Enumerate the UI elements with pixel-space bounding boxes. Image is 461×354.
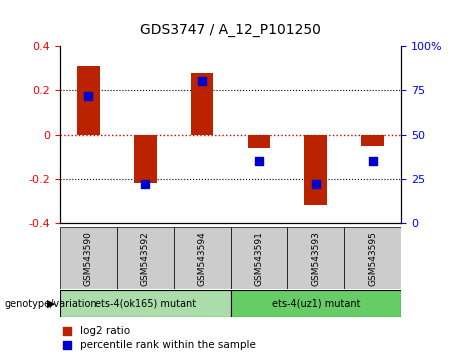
FancyBboxPatch shape	[117, 227, 174, 289]
Text: GSM543593: GSM543593	[311, 232, 320, 286]
FancyBboxPatch shape	[230, 227, 287, 289]
Bar	[134, 135, 157, 183]
Bar	[77, 66, 100, 135]
Point	[369, 158, 376, 164]
Text: ▶: ▶	[47, 298, 55, 309]
Point	[142, 181, 149, 187]
Point	[85, 93, 92, 98]
Text: genotype/variation: genotype/variation	[5, 298, 97, 309]
FancyBboxPatch shape	[60, 290, 230, 317]
Bar	[248, 135, 270, 148]
Text: log2 ratio: log2 ratio	[80, 326, 130, 336]
Text: ets-4(uz1) mutant: ets-4(uz1) mutant	[272, 298, 360, 309]
Text: GSM543594: GSM543594	[198, 232, 207, 286]
Point	[198, 79, 206, 84]
Text: GSM543592: GSM543592	[141, 232, 150, 286]
Point	[289, 286, 296, 292]
FancyBboxPatch shape	[60, 227, 117, 289]
Bar	[361, 135, 384, 145]
Text: ets-4(ok165) mutant: ets-4(ok165) mutant	[95, 298, 196, 309]
FancyBboxPatch shape	[287, 227, 344, 289]
Point	[255, 158, 263, 164]
Point	[312, 181, 319, 187]
Bar	[304, 135, 327, 205]
Point	[289, 161, 296, 166]
Text: GSM543591: GSM543591	[254, 232, 263, 286]
Text: percentile rank within the sample: percentile rank within the sample	[80, 340, 256, 350]
FancyBboxPatch shape	[230, 290, 401, 317]
FancyBboxPatch shape	[344, 227, 401, 289]
Text: GSM543590: GSM543590	[84, 232, 93, 286]
Text: GSM543595: GSM543595	[368, 232, 377, 286]
FancyBboxPatch shape	[174, 227, 230, 289]
Text: GDS3747 / A_12_P101250: GDS3747 / A_12_P101250	[140, 23, 321, 37]
Bar	[191, 73, 213, 135]
